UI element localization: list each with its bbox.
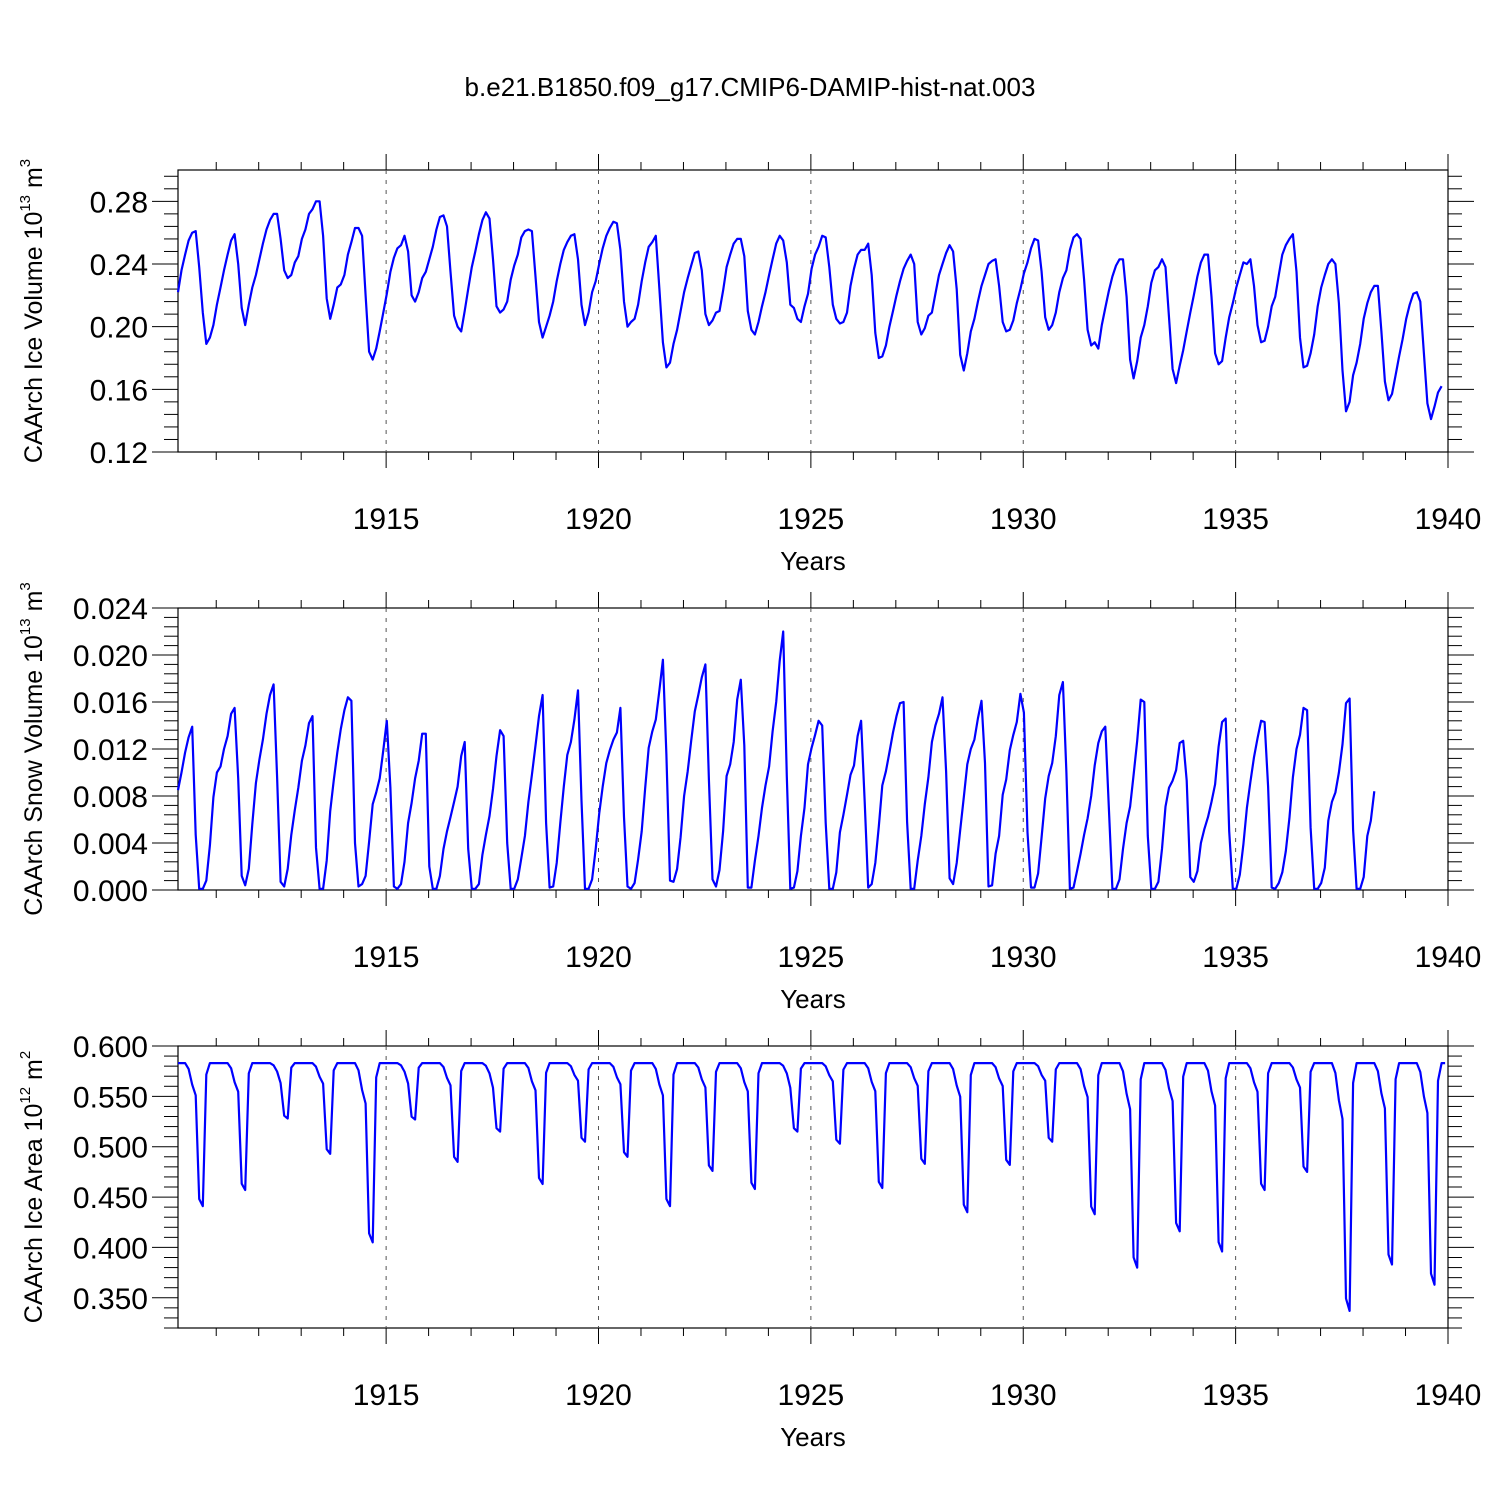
y-tick-label: 0.450 [73,1182,148,1215]
x-tick-label: 1920 [565,1379,632,1412]
y-tick-label: 0.16 [90,374,148,407]
x-tick-label: 1915 [353,1379,420,1412]
y-tick-label: 0.016 [73,687,148,720]
y-tick-label: 0.24 [90,249,148,282]
y-tick-label: 0.28 [90,186,148,219]
y-tick-label: 0.400 [73,1232,148,1265]
x-tick-label: 1930 [990,503,1057,536]
y-tick-label: 0.550 [73,1081,148,1114]
y-tick-label: 0.012 [73,734,148,767]
y-tick-label: 0.20 [90,312,148,345]
series-line [176,200,1443,421]
x-tick-label: 1935 [1202,1379,1269,1412]
x-tick-label: 1920 [565,941,632,974]
panel-2: 1915 1920 1925 1930 1935 1940 Years 0.000 0.004 0… [17,582,1481,1014]
series-line [176,630,1376,890]
y-axis-label: CAArch Ice Volume 1013 m3 [17,159,48,463]
x-axis-label: Years [780,546,846,576]
plot-frame [177,169,1449,453]
y-tick-label: 0.600 [73,1031,148,1064]
panel-1: 1915 1920 1925 1930 1935 1940 Years 0.12 0.16 0.2… [17,154,1481,576]
x-tick-label: 1925 [778,1379,845,1412]
y-axis-label: CAArch Snow Volume 1013 m3 [17,582,48,916]
x-tick-label: 1920 [565,503,632,536]
x-tick-label: 1930 [990,1379,1057,1412]
x-tick-label: 1940 [1415,941,1482,974]
x-tick-label: 1940 [1415,1379,1482,1412]
y-tick-label: 0.004 [73,828,148,861]
x-tick-label: 1925 [778,941,845,974]
x-tick-label: 1915 [353,503,420,536]
x-tick-label: 1940 [1415,503,1482,536]
x-tick-label: 1930 [990,941,1057,974]
x-tick-label: 1915 [353,941,420,974]
x-tick-label: 1935 [1202,941,1269,974]
y-tick-label: 0.000 [73,875,148,908]
y-tick-label: 0.12 [90,437,148,470]
x-tick-label: 1935 [1202,503,1269,536]
y-tick-label: 0.350 [73,1283,148,1316]
x-axis-label: Years [780,984,846,1014]
y-tick-label: 0.008 [73,781,148,814]
series-line [178,1062,1446,1312]
panels: 1915 1920 1925 1930 1935 1940 Years 0.12 0.16 0.2… [17,154,1481,1452]
panel-3: 1915 1920 1925 1930 1935 1940 Years 0.350 0.400 0… [17,1030,1481,1452]
x-tick-label: 1925 [778,503,845,536]
x-axis-label: Years [780,1422,846,1452]
figure-title: b.e21.B1850.f09_g17.CMIP6-DAMIP-hist-nat… [465,72,1036,102]
y-axis-label: CAArch Ice Area 1012 m2 [17,1051,48,1323]
y-tick-label: 0.500 [73,1132,148,1165]
y-tick-label: 0.024 [73,593,148,626]
y-tick-label: 0.020 [73,640,148,673]
